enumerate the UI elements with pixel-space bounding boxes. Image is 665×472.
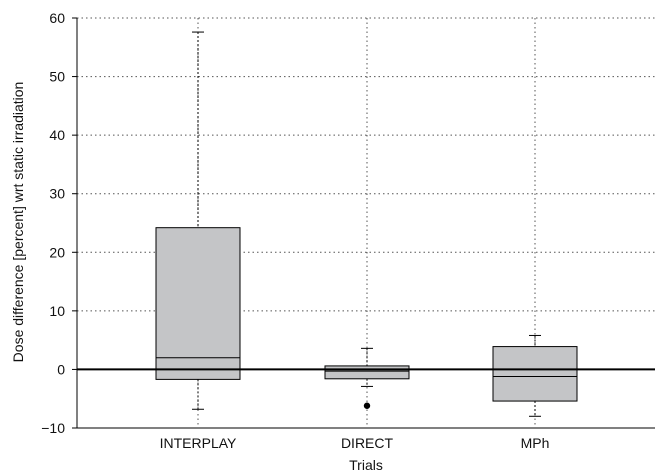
grid — [77, 17, 655, 429]
y-tick-label: 10 — [49, 303, 65, 319]
boxes — [155, 31, 578, 417]
y-tick-label: 50 — [49, 69, 65, 85]
y-tick-label: 60 — [49, 10, 65, 26]
y-tick-label: 0 — [57, 361, 65, 377]
box-mph — [492, 346, 578, 402]
box-interplay — [155, 227, 241, 380]
x-tick-label: MPh — [521, 435, 550, 451]
y-tick-label: −10 — [41, 420, 65, 436]
y-axis-title: Dose difference [percent] wrt static irr… — [10, 82, 26, 363]
x-axis-title: Trials — [349, 457, 383, 472]
x-tick-label: INTERPLAY — [160, 435, 237, 451]
y-tick-label: 30 — [49, 186, 65, 202]
y-tick-label: 20 — [49, 244, 65, 260]
tick-labels: −10 0 10 20 30 40 50 60 INTERPLAY DIRECT MPh — [41, 10, 549, 451]
x-tick-label: DIRECT — [341, 435, 394, 451]
box-direct — [324, 365, 410, 380]
outlier-point — [363, 402, 371, 409]
axes — [72, 17, 655, 429]
y-tick-label: 40 — [49, 127, 65, 143]
